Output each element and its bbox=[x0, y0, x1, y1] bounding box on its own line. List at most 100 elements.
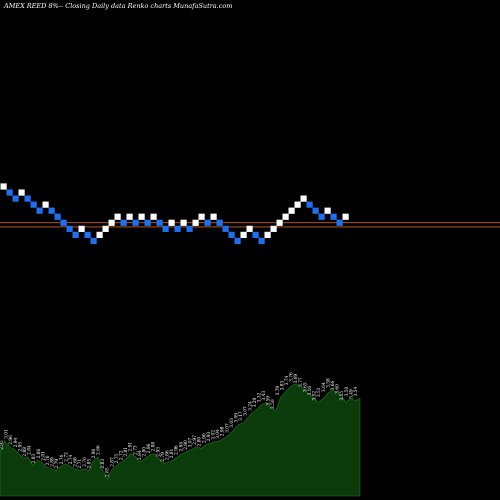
volume-value-label: 2.76 bbox=[46, 455, 51, 465]
volume-value-label: 2.98 bbox=[221, 426, 226, 436]
up-brick bbox=[294, 201, 301, 208]
volume-value-label: 3.24 bbox=[248, 401, 253, 411]
down-brick bbox=[336, 219, 343, 226]
up-brick bbox=[18, 189, 25, 196]
volume-value-label: 2.84 bbox=[28, 445, 33, 455]
down-brick bbox=[30, 201, 37, 208]
volume-value-label: 2.94 bbox=[179, 442, 184, 452]
volume-value-label: 3.52 bbox=[313, 391, 318, 401]
volume-value-label: 2.81 bbox=[41, 451, 46, 461]
volume-value-label: 2.88 bbox=[152, 442, 157, 452]
down-brick bbox=[12, 195, 19, 202]
volume-value-label: 2.68 bbox=[74, 457, 79, 467]
down-brick bbox=[222, 225, 229, 232]
volume-value-label: 2.71 bbox=[78, 459, 83, 469]
down-brick bbox=[330, 213, 337, 220]
up-brick bbox=[270, 225, 277, 232]
volume-value-label: 2.89 bbox=[51, 457, 56, 467]
up-brick bbox=[180, 219, 187, 226]
down-brick bbox=[120, 219, 127, 226]
down-brick bbox=[312, 207, 319, 214]
volume-value-label: 3.79 bbox=[276, 386, 281, 396]
volume-value-label: 2.90 bbox=[184, 440, 189, 450]
up-brick bbox=[78, 225, 85, 232]
volume-value-label: 2.96 bbox=[92, 448, 97, 458]
volume-value-label: 2.96 bbox=[9, 435, 14, 445]
renko-bricks bbox=[0, 183, 349, 245]
volume-value-label: 3.04 bbox=[216, 429, 221, 439]
down-brick bbox=[54, 213, 61, 220]
down-brick bbox=[36, 207, 43, 214]
volume-labels: 2.953.012.96 2.94 2.952.88 2.842.832.86 2.81… bbox=[0, 372, 359, 477]
up-brick bbox=[138, 213, 145, 220]
volume-value-label: 3.59 bbox=[267, 396, 272, 406]
volume-area-path bbox=[0, 383, 361, 497]
volume-value-label: 3.65 bbox=[303, 382, 308, 392]
volume-value-label: 3.01 bbox=[5, 429, 10, 439]
up-brick bbox=[324, 207, 331, 214]
volume-value-label: 3.49 bbox=[349, 389, 354, 399]
volume-value-label: 2.72 bbox=[120, 450, 125, 460]
volume-value-label: 2.95 bbox=[0, 440, 5, 450]
up-brick bbox=[240, 231, 247, 238]
volume-value-label: 2.86 bbox=[37, 448, 42, 458]
down-brick bbox=[156, 219, 163, 226]
down-brick bbox=[132, 219, 139, 226]
volume-value-label: 3.07 bbox=[225, 423, 230, 433]
volume-value-label: 2.83 bbox=[101, 459, 106, 469]
up-brick bbox=[246, 225, 253, 232]
volume-value-label: 3.32 bbox=[258, 392, 263, 402]
volume-value-label: 3.07 bbox=[189, 437, 194, 447]
volume-value-label: 2.86 bbox=[166, 450, 171, 460]
down-brick bbox=[306, 201, 313, 208]
volume-value-label: 3.17 bbox=[239, 411, 244, 421]
up-brick bbox=[168, 219, 175, 226]
volume-value-label: 2.76 bbox=[60, 454, 65, 464]
volume-value-label: 2.88 bbox=[23, 447, 28, 457]
up-brick bbox=[276, 219, 283, 226]
volume-value-label: 2.84 bbox=[138, 450, 143, 460]
up-brick bbox=[150, 213, 157, 220]
volume-value-label: 2.97 bbox=[193, 435, 198, 445]
up-brick bbox=[126, 213, 133, 220]
up-brick bbox=[300, 195, 307, 202]
up-brick bbox=[192, 219, 199, 226]
down-brick bbox=[174, 225, 181, 232]
up-brick bbox=[342, 213, 349, 220]
volume-value-label: 2.85 bbox=[87, 459, 92, 469]
down-brick bbox=[24, 195, 31, 202]
down-brick bbox=[186, 225, 193, 232]
volume-value-label: 3.50 bbox=[345, 386, 350, 396]
volume-value-label: 3.50 bbox=[271, 399, 276, 409]
up-brick bbox=[108, 219, 115, 226]
volume-value-label: 2.80 bbox=[143, 447, 148, 457]
volume-value-label: 3.64 bbox=[322, 382, 327, 392]
down-brick bbox=[204, 219, 211, 226]
volume-value-label: 2.66 bbox=[97, 445, 102, 455]
down-brick bbox=[48, 207, 55, 214]
down-brick bbox=[72, 231, 79, 238]
down-brick bbox=[318, 213, 325, 220]
volume-value-label: 3.29 bbox=[253, 397, 258, 407]
volume-value-label: 2.93 bbox=[156, 447, 161, 457]
down-brick bbox=[162, 225, 169, 232]
volume-area bbox=[0, 383, 361, 497]
volume-value-label: 2.94 bbox=[14, 437, 19, 447]
volume-value-label: 3.07 bbox=[244, 406, 249, 416]
volume-value-label: 2.85 bbox=[106, 467, 111, 477]
up-brick bbox=[0, 183, 7, 190]
volume-value-label: 3.56 bbox=[308, 386, 313, 396]
down-brick bbox=[6, 189, 13, 196]
volume-value-label: 2.72 bbox=[64, 452, 69, 462]
volume-value-label: 2.96 bbox=[175, 445, 180, 455]
up-brick bbox=[210, 213, 217, 220]
down-brick bbox=[144, 219, 151, 226]
volume-value-label: 2.73 bbox=[133, 445, 138, 455]
up-brick bbox=[42, 201, 49, 208]
volume-value-label: 2.90 bbox=[202, 433, 207, 443]
volume-value-label: 2.81 bbox=[124, 447, 129, 457]
volume-value-label: 3.74 bbox=[285, 375, 290, 385]
volume-value-label: 2.95 bbox=[18, 442, 23, 452]
volume-value-label: 3.77 bbox=[299, 377, 304, 387]
